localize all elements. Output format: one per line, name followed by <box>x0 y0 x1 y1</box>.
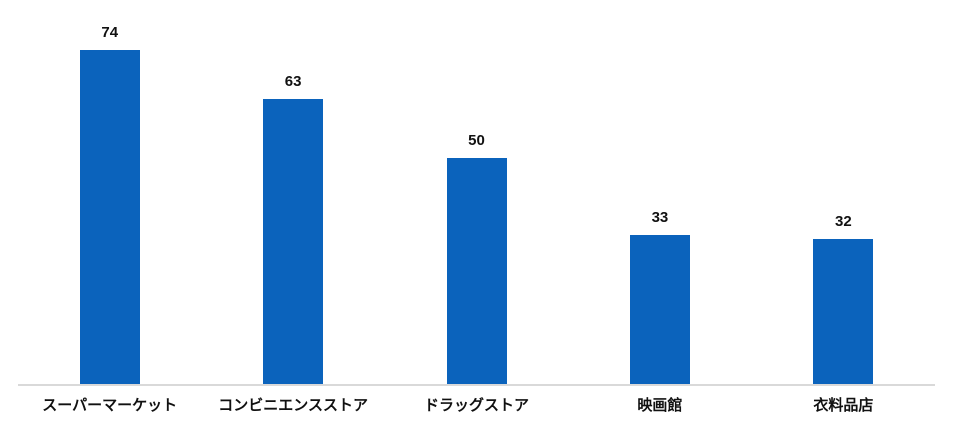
bar[interactable] <box>263 99 324 384</box>
bar-slot: 63 <box>201 0 384 384</box>
bar-slot: 74 <box>18 0 201 384</box>
bar[interactable] <box>629 235 690 384</box>
bar[interactable] <box>813 239 874 384</box>
category-axis: スーパーマーケット コンビニエンスストア ドラッグストア 映画館 衣料品店 <box>18 397 935 415</box>
bar-slot: 32 <box>752 0 935 384</box>
bar-value-label: 33 <box>651 209 669 226</box>
x-axis-line <box>18 384 935 386</box>
bar-value-label: 74 <box>101 24 119 41</box>
bar-value-label: 50 <box>468 132 485 149</box>
bar-value-label: 32 <box>834 213 852 230</box>
bar-value-label: 63 <box>284 73 302 90</box>
bar[interactable] <box>79 50 140 384</box>
category-label: ドラッグストア <box>424 397 530 414</box>
category-label: スーパーマーケット <box>42 397 178 414</box>
chart-area: 74 63 50 33 32 スーパーマーケット コンビニエンスストア ドラッグストア 映画館… <box>18 0 935 435</box>
category-label: 衣料品店 <box>813 397 874 414</box>
bar-slot: 50 <box>385 0 568 384</box>
bar-slot: 33 <box>568 0 751 384</box>
bar[interactable] <box>446 158 507 384</box>
category-label: コンビニエンスストア <box>218 397 368 414</box>
category-label: 映画館 <box>637 397 683 414</box>
plot-area: 74 63 50 33 32 <box>18 0 935 384</box>
